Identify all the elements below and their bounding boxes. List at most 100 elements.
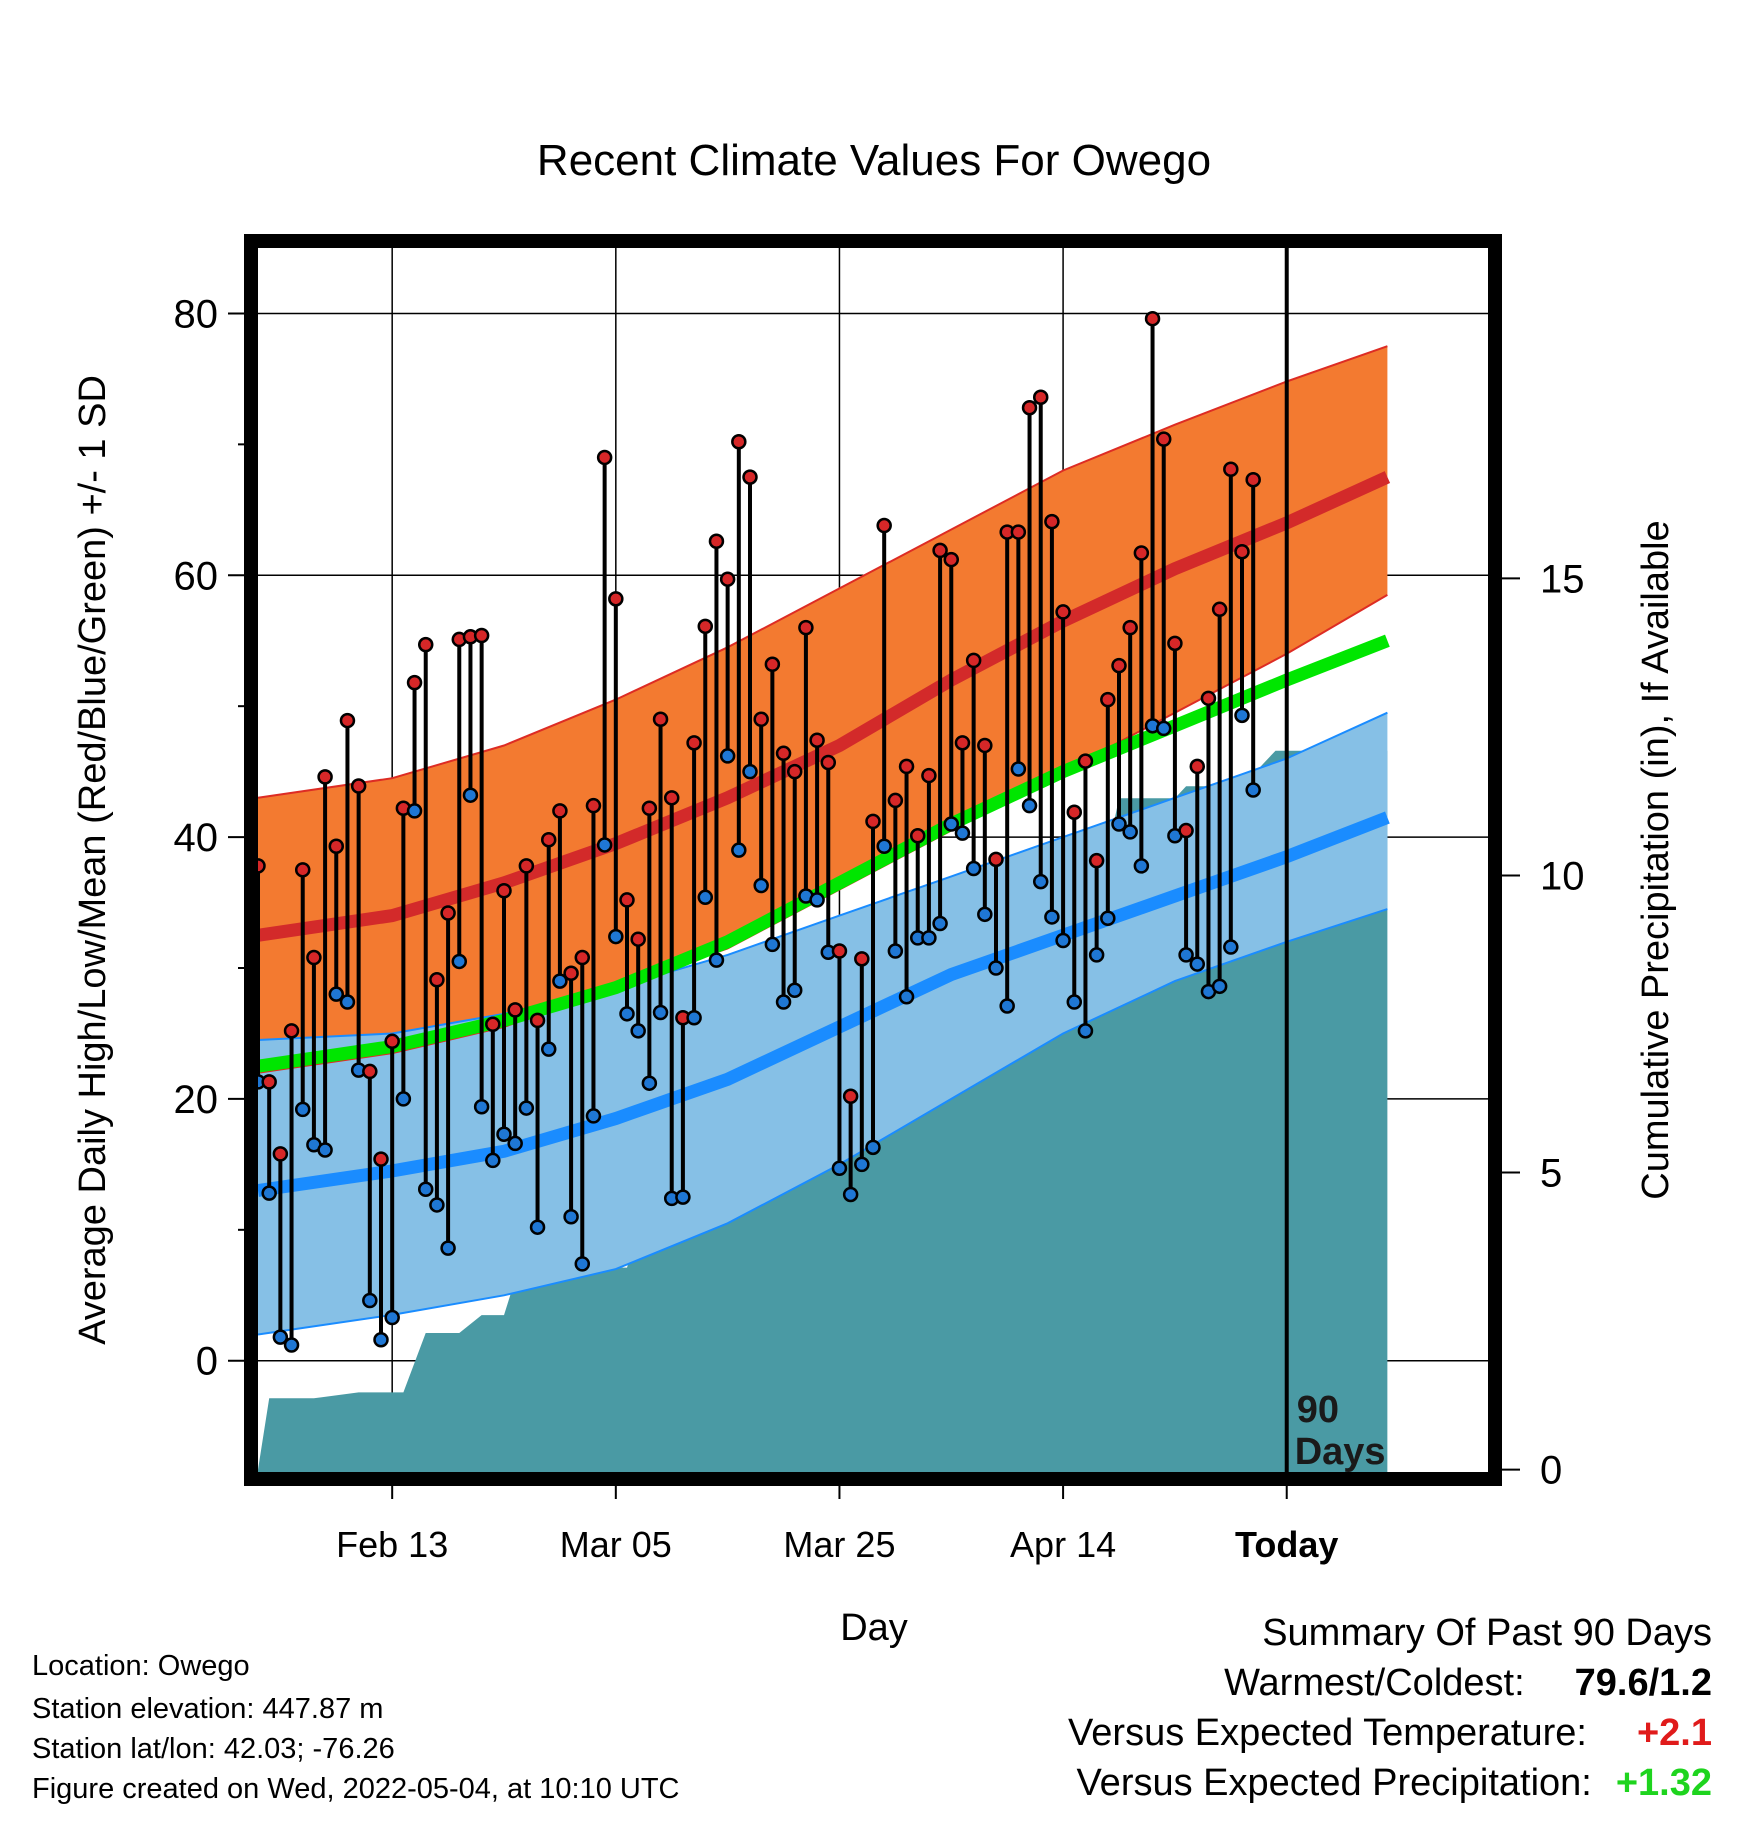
daily-high-point: [954, 735, 971, 751]
daily-low-point: [485, 1152, 501, 1169]
footer-latlon: Station lat/lon: 42.03; -76.26: [32, 1733, 395, 1765]
daily-high-point: [485, 1016, 501, 1033]
y2-tick-label: 5: [1540, 1152, 1562, 1196]
daily-low-point: [1155, 720, 1172, 737]
daily-low-point: [764, 936, 781, 953]
daily-high-point: [1200, 690, 1217, 707]
warmest-coldest-label: Warmest/Coldest:: [1224, 1662, 1525, 1704]
daily-high-point: [943, 551, 960, 568]
daily-low-point: [809, 892, 825, 908]
daily-low-point: [384, 1309, 400, 1326]
daily-low-point: [954, 825, 971, 841]
daily-high-point: [429, 972, 445, 988]
daily-low-point: [753, 877, 769, 894]
daily-low-point: [887, 943, 904, 959]
daily-low-point: [898, 989, 915, 1005]
daily-high-point: [1066, 804, 1083, 820]
daily-low-point: [529, 1219, 546, 1235]
daily-low-point: [854, 1156, 870, 1173]
daily-low-point: [1122, 824, 1138, 840]
daily-high-point: [540, 831, 557, 848]
daily-low-point: [1178, 947, 1194, 963]
x-axis-label: Day: [840, 1607, 908, 1649]
x-tick-label: Today: [1235, 1524, 1338, 1565]
precip-anomaly-label: Versus Expected Precipitation:: [1076, 1762, 1592, 1804]
daily-low-point: [339, 994, 356, 1010]
daily-high-point: [909, 828, 926, 844]
daily-low-point: [619, 1006, 635, 1022]
daily-low-point: [686, 1009, 702, 1026]
daily-low-point: [1021, 797, 1038, 814]
x-tick-label: Apr 14: [1010, 1524, 1116, 1565]
daily-high-point: [865, 813, 881, 830]
daily-low-point: [775, 994, 792, 1010]
daily-low-point: [708, 952, 725, 968]
y-tick-label: 0: [196, 1340, 218, 1384]
daily-low-point: [697, 889, 714, 906]
daily-high-point: [697, 618, 714, 635]
daily-high-point: [663, 790, 680, 806]
daily-high-point: [440, 905, 456, 921]
daily-high-point: [608, 591, 624, 607]
daily-low-point: [865, 1139, 881, 1156]
daily-low-point: [429, 1197, 445, 1213]
daily-high-point: [753, 711, 769, 728]
daily-high-point: [742, 469, 758, 485]
temp-anomaly-label: Versus Expected Temperature:: [1068, 1712, 1587, 1754]
daily-high-point: [1178, 822, 1194, 839]
daily-low-point: [261, 1185, 277, 1201]
daily-low-point: [328, 986, 345, 1002]
daily-high-point: [921, 767, 937, 784]
y2-tick-label: 10: [1540, 854, 1585, 898]
daily-high-point: [641, 800, 658, 817]
y2-axis-label: Cumulative Precipitation (in), If Availa…: [1635, 520, 1677, 1199]
daily-low-point: [719, 748, 736, 764]
daily-high-point: [585, 797, 602, 814]
daily-low-point: [552, 973, 568, 989]
normal-high-line: [257, 471, 1391, 942]
daily-low-point: [1066, 994, 1083, 1010]
daily-low-point: [876, 838, 892, 855]
daily-high-point: [630, 931, 646, 947]
daily-high-point: [731, 433, 747, 450]
daily-high-point: [417, 636, 434, 653]
daily-high-point: [719, 571, 736, 587]
daily-high-point: [876, 517, 892, 534]
daily-high-point: [686, 735, 702, 751]
daily-high-point: [294, 862, 311, 878]
normal-low-band: [258, 712, 1388, 1335]
daily-high-point: [518, 858, 535, 874]
daily-high-point: [596, 449, 613, 466]
daily-high-point: [1234, 543, 1250, 560]
daily-high-point: [362, 1063, 378, 1080]
summary-temperature: Versus Expected Temperature: +2.1: [1068, 1712, 1712, 1755]
daily-high-point: [306, 949, 322, 966]
daily-low-point: [1111, 816, 1127, 832]
daily-low-point: [1077, 1023, 1094, 1039]
daily-high-point: [1144, 310, 1161, 327]
footer-location: Location: Owego: [32, 1650, 250, 1682]
daily-low-point: [1044, 909, 1060, 925]
daily-high-point: [1032, 389, 1049, 405]
daily-high-point: [1189, 758, 1206, 775]
daily-low-point: [652, 1004, 669, 1021]
daily-low-point: [362, 1292, 378, 1309]
daily-high-point: [798, 619, 814, 636]
daily-high-point: [1088, 852, 1105, 869]
daily-high-point: [1223, 461, 1239, 477]
daily-low-point: [1223, 939, 1239, 955]
daily-low-point: [440, 1240, 456, 1256]
daily-low-point: [563, 1208, 579, 1225]
today-label-number: 90: [1297, 1389, 1339, 1431]
daily-high-point: [373, 1151, 389, 1167]
daily-low-point: [283, 1337, 300, 1353]
daily-low-point: [965, 860, 982, 877]
daily-high-point: [820, 754, 837, 771]
daily-high-point: [339, 712, 356, 729]
daily-high-point: [775, 745, 792, 762]
daily-low-point: [608, 928, 624, 945]
summary-precipitation: Versus Expected Precipitation: +1.32: [1076, 1762, 1712, 1805]
daily-high-point: [988, 851, 1004, 868]
daily-low-point: [1133, 858, 1150, 874]
daily-low-point: [540, 1041, 557, 1057]
